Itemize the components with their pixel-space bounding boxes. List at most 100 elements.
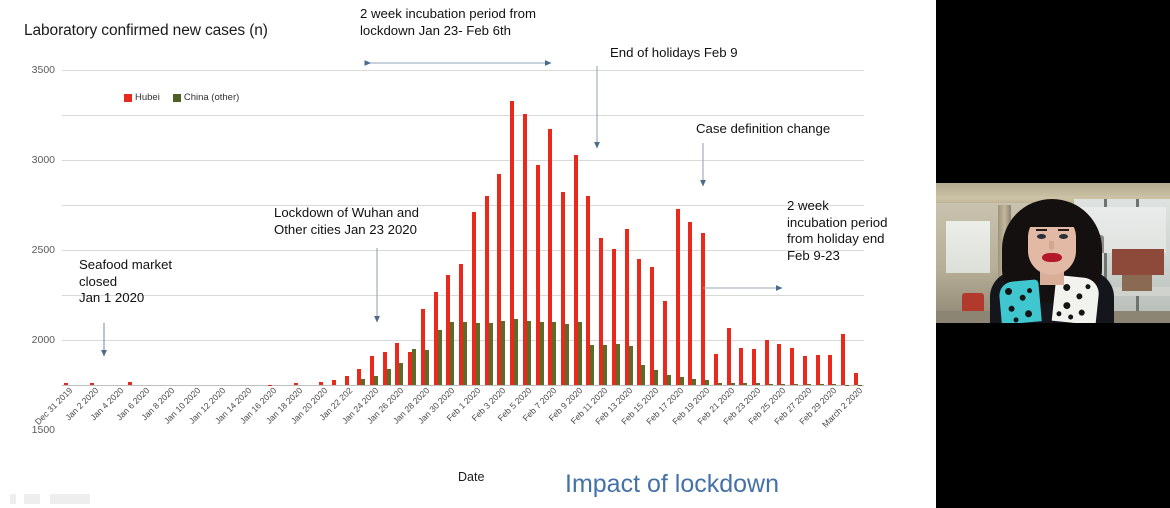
bar-hubei — [586, 196, 591, 385]
participant-scarf-teal — [998, 279, 1042, 323]
bar-hubei — [662, 301, 667, 385]
chart-bar-group — [724, 70, 737, 385]
bar-china-other — [565, 323, 569, 385]
bar-china-other — [361, 379, 366, 385]
bar-hubei — [701, 232, 706, 385]
annotation-case-definition-change: Case definition change — [696, 121, 831, 136]
chart-bar-group — [508, 70, 521, 385]
chart-bar-group — [750, 70, 763, 385]
bar-china-other — [526, 321, 531, 385]
chart-bar-group — [177, 70, 190, 385]
bar-hubei — [611, 249, 616, 385]
scarf-polka-dot — [1076, 293, 1083, 300]
chart-bar-group — [482, 70, 495, 385]
bar-china-other — [781, 383, 786, 385]
bar-hubei — [433, 292, 438, 385]
participant-eye-left — [1037, 234, 1046, 239]
chart-bar-group — [673, 70, 686, 385]
chart-bar-group — [253, 70, 266, 385]
bar-hubei — [89, 382, 94, 385]
chart-bar-group — [342, 70, 355, 385]
chart-bar-group — [686, 70, 699, 385]
chart-bar-group — [329, 70, 342, 385]
bar-hubei — [369, 355, 374, 385]
chart-bar-group — [622, 70, 635, 385]
chart-bar-group — [775, 70, 788, 385]
y-axis-tick-label: 1500 — [31, 424, 55, 436]
chart-bar-group — [202, 70, 215, 385]
bar-hubei — [510, 100, 515, 385]
bar-hubei — [675, 208, 680, 385]
chart-bar-group — [584, 70, 597, 385]
participant-eyebrow-right — [1058, 229, 1069, 231]
legend-swatch-hubei — [124, 93, 132, 102]
bar-hubei — [777, 344, 782, 385]
chart-bar-group — [113, 70, 126, 385]
chart-bar-group — [546, 70, 559, 385]
bar-hubei — [637, 259, 642, 385]
presentation-slide: Laboratory confirmed new cases (n) 05001… — [10, 6, 888, 504]
bar-china-other — [832, 384, 837, 385]
chart-bar-group — [100, 70, 113, 385]
bar-china-other — [475, 322, 480, 385]
participant-lips — [1042, 253, 1062, 262]
y-axis-tick-label: 2000 — [31, 334, 55, 346]
bar-china-other — [654, 370, 659, 385]
bar-china-other — [794, 384, 799, 385]
bar-hubei — [522, 113, 527, 385]
chart-bar-group — [737, 70, 750, 385]
bar-china-other — [705, 380, 710, 385]
chart-bar-group — [317, 70, 330, 385]
chart-bar-group — [444, 70, 457, 385]
chart-bar-group — [597, 70, 610, 385]
gridline: 2000 — [32, 205, 864, 346]
chart-legend: Hubei China (other) — [124, 92, 239, 103]
bar-hubei — [548, 129, 553, 385]
bar-china-other — [743, 383, 748, 385]
annotation-incubation-lockdown: 2 week incubation period from lockdown J… — [360, 6, 536, 38]
bar-hubei — [815, 354, 820, 385]
chart-bar-group — [228, 70, 241, 385]
chart-bar-group — [533, 70, 546, 385]
bar-hubei — [688, 221, 693, 385]
chart-bar-group — [711, 70, 724, 385]
chart-bar-group — [380, 70, 393, 385]
bar-hubei — [599, 237, 604, 385]
scarf-polka-dot — [1067, 314, 1074, 320]
bar-hubei — [650, 267, 655, 385]
y-axis-tick-label: 3000 — [31, 154, 55, 166]
chart-bar-group — [87, 70, 100, 385]
scarf-polka-dot — [1019, 294, 1026, 302]
annotation-incubation-holiday-end: 2 week incubation period from holiday en… — [787, 198, 888, 263]
chart-bar-group — [813, 70, 826, 385]
bar-china-other — [717, 382, 722, 385]
scarf-polka-dot — [1013, 317, 1019, 323]
chart-bar-group — [559, 70, 572, 385]
chart-bar-group — [368, 70, 381, 385]
scarf-polka-dot — [1062, 283, 1071, 292]
bar-china-other — [437, 329, 442, 385]
bar-china-other — [577, 322, 582, 385]
bar-hubei — [459, 263, 464, 385]
annotation-lockdown-wuhan: Lockdown of Wuhan and Other cities Jan 2… — [274, 205, 419, 237]
webcam-feed-tile[interactable] — [936, 183, 1170, 323]
bar-china-other — [539, 322, 544, 385]
bar-china-other — [628, 346, 633, 385]
chart-bar-group — [393, 70, 406, 385]
participant-eyebrow-left — [1036, 229, 1047, 231]
bar-china-other — [501, 320, 506, 385]
bar-china-other — [386, 368, 391, 385]
chart-bar-group — [406, 70, 419, 385]
legend-item-china-other: China (other) — [172, 92, 239, 103]
chart-bar-group — [635, 70, 648, 385]
chart-bar-group — [852, 70, 865, 385]
chart-bar-group — [138, 70, 151, 385]
bar-hubei — [64, 382, 69, 385]
bar-hubei — [828, 355, 833, 385]
bar-china-other — [615, 344, 620, 385]
bar-china-other — [819, 384, 824, 385]
legend-item-hubei: Hubei — [124, 92, 160, 103]
video-pane[interactable] — [936, 0, 1170, 508]
bar-hubei — [395, 343, 400, 385]
chart-bar-group — [801, 70, 814, 385]
